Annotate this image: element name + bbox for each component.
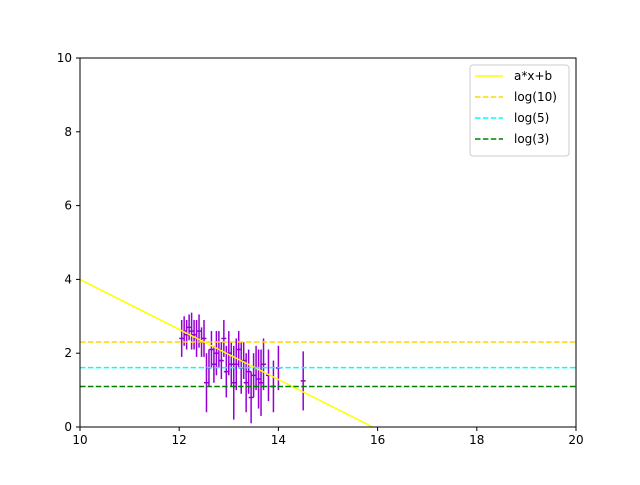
plot-area [80,278,576,427]
x-tick-label: 10 [72,433,87,447]
errorbar-point [218,342,224,380]
errorbar-point [251,353,257,398]
errorbar-point [191,319,197,350]
errorbar-point [211,345,217,383]
legend-box [469,64,570,157]
x-tick-label: 12 [172,433,187,447]
legend-label: a*x+b [514,69,552,83]
errorbar-point [300,351,306,411]
errorbar-point [186,314,192,341]
y-tick-label: 4 [64,272,72,286]
series-line-fit [80,278,373,427]
y-tick-label: 10 [57,51,72,65]
legend-label: log(10) [514,90,557,104]
errorbar-point [256,349,262,409]
errorbar-point [258,349,264,416]
errorbar-point [179,319,185,357]
legend-label: log(3) [514,132,549,146]
errorbar-point [201,319,207,357]
errorbar-point [208,331,214,368]
y-tick-label: 6 [64,199,72,213]
x-tick-label: 20 [568,433,583,447]
y-tick-label: 8 [64,125,72,139]
errorbar-point [223,345,229,398]
x-tick-label: 16 [370,433,385,447]
errorbar-point [189,312,195,350]
axes-frame [79,57,577,428]
axes: 10 12 14 16 18 20 0 2 4 6 8 10 [57,51,584,447]
errorbar-point [248,371,254,424]
errorbar-point [231,345,237,420]
errorbar-point [204,353,209,413]
errorbar-point [221,319,227,357]
errorbar-point [233,338,239,391]
y-tick-label: 0 [64,420,72,434]
x-tick-label: 18 [469,433,484,447]
legend: a*x+b log(10) log(5) log(3) [469,64,570,157]
legend-label: log(5) [514,111,549,125]
errorbar-point [261,338,266,391]
y-tick-label: 2 [64,346,72,360]
errorbar-point [236,331,242,368]
errorbar-point [228,342,234,387]
x-tick-label: 14 [271,433,286,447]
